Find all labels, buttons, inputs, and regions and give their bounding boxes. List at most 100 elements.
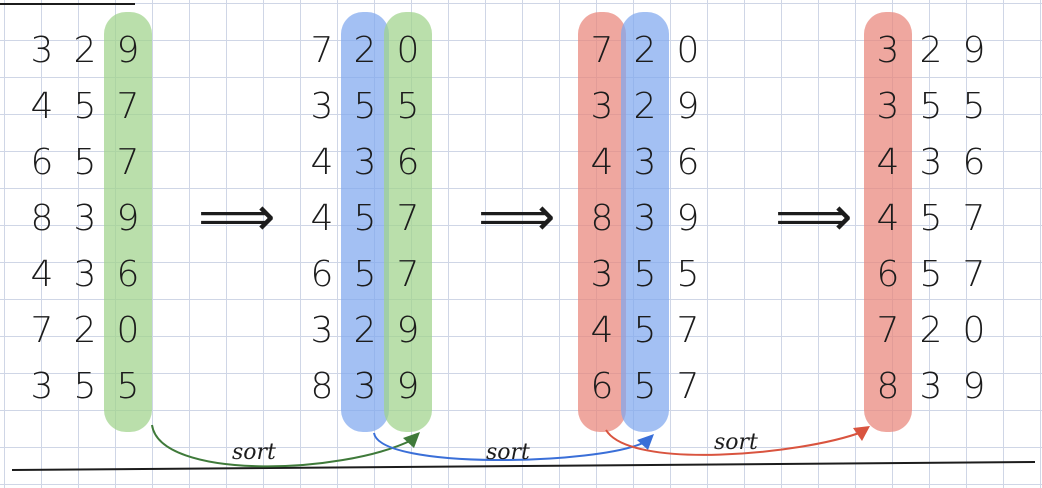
digit-cell: 7 bbox=[30, 310, 54, 351]
highlight-blue bbox=[341, 12, 389, 432]
digit-cell: 2 bbox=[633, 86, 657, 127]
digit-cell: 0 bbox=[962, 310, 986, 351]
digit-cell: 0 bbox=[116, 310, 140, 351]
digit-cell: 7 bbox=[876, 310, 900, 351]
digit-cell: 3 bbox=[919, 366, 943, 407]
digit-cell: 3 bbox=[310, 310, 334, 351]
sort-label-1: sort bbox=[232, 440, 276, 465]
digit-cell: 5 bbox=[633, 254, 657, 295]
digit-cell: 9 bbox=[962, 30, 986, 71]
digit-cell: 6 bbox=[876, 254, 900, 295]
digit-cell: 3 bbox=[30, 30, 54, 71]
digit-cell: 2 bbox=[73, 310, 97, 351]
digit-cell: 4 bbox=[30, 86, 54, 127]
digit-cell: 5 bbox=[396, 86, 420, 127]
digit-cell: 9 bbox=[962, 366, 986, 407]
digit-cell: 6 bbox=[310, 254, 334, 295]
digit-cell: 4 bbox=[876, 198, 900, 239]
highlight-blue bbox=[621, 12, 669, 432]
sort-label-3: sort bbox=[714, 430, 758, 455]
digit-cell: 3 bbox=[310, 86, 334, 127]
digit-cell: 7 bbox=[310, 30, 334, 71]
digit-cell: 7 bbox=[676, 366, 700, 407]
digit-cell: 3 bbox=[353, 366, 377, 407]
digit-cell: 7 bbox=[590, 30, 614, 71]
digit-cell: 0 bbox=[676, 30, 700, 71]
sort-arrow-red bbox=[605, 429, 863, 456]
digit-cell: 6 bbox=[676, 142, 700, 183]
digit-cell: 9 bbox=[396, 366, 420, 407]
digit-cell: 0 bbox=[396, 30, 420, 71]
highlight-red bbox=[864, 12, 912, 432]
digit-cell: 3 bbox=[919, 142, 943, 183]
digit-cell: 3 bbox=[876, 30, 900, 71]
digit-cell: 7 bbox=[396, 254, 420, 295]
digit-cell: 5 bbox=[353, 254, 377, 295]
digit-cell: 5 bbox=[73, 366, 97, 407]
digit-cell: 7 bbox=[962, 198, 986, 239]
digit-cell: 5 bbox=[676, 254, 700, 295]
digit-cell: 3 bbox=[73, 254, 97, 295]
digit-cell: 8 bbox=[876, 366, 900, 407]
digit-cell: 3 bbox=[633, 198, 657, 239]
digit-cell: 4 bbox=[310, 198, 334, 239]
digit-cell: 3 bbox=[876, 86, 900, 127]
digit-cell: 5 bbox=[962, 86, 986, 127]
transition-arrow-3: ⟹ bbox=[775, 185, 853, 248]
digit-cell: 9 bbox=[396, 310, 420, 351]
transition-arrow-1: ⟹ bbox=[198, 185, 276, 248]
digit-cell: 2 bbox=[73, 30, 97, 71]
digit-cell: 2 bbox=[633, 30, 657, 71]
digit-cell: 2 bbox=[919, 30, 943, 71]
sort-arrow-blue bbox=[373, 432, 646, 461]
digit-cell: 3 bbox=[590, 86, 614, 127]
digit-cell: 6 bbox=[396, 142, 420, 183]
digit-cell: 2 bbox=[353, 310, 377, 351]
digit-cell: 5 bbox=[919, 254, 943, 295]
digit-cell: 4 bbox=[590, 142, 614, 183]
digit-cell: 8 bbox=[30, 198, 54, 239]
digit-cell: 2 bbox=[353, 30, 377, 71]
digit-cell: 7 bbox=[116, 86, 140, 127]
digit-cell: 5 bbox=[73, 86, 97, 127]
sort-arrow-blue-head bbox=[637, 434, 654, 450]
digit-cell: 4 bbox=[590, 310, 614, 351]
digit-cell: 3 bbox=[73, 198, 97, 239]
digit-cell: 9 bbox=[676, 86, 700, 127]
digit-cell: 4 bbox=[310, 142, 334, 183]
digit-cell: 5 bbox=[919, 198, 943, 239]
sort-arrow-green-head bbox=[403, 432, 420, 448]
digit-cell: 7 bbox=[396, 198, 420, 239]
transition-arrow-2: ⟹ bbox=[478, 185, 556, 248]
digit-cell: 4 bbox=[30, 254, 54, 295]
sort-arrow-green bbox=[151, 424, 413, 468]
digit-cell: 9 bbox=[116, 198, 140, 239]
digit-cell: 7 bbox=[676, 310, 700, 351]
digit-cell: 9 bbox=[676, 198, 700, 239]
highlight-green bbox=[104, 12, 152, 432]
sort-arrow-red-head bbox=[853, 426, 870, 441]
digit-cell: 5 bbox=[116, 366, 140, 407]
digit-cell: 5 bbox=[353, 198, 377, 239]
highlight-green bbox=[384, 12, 432, 432]
digit-cell: 4 bbox=[876, 142, 900, 183]
digit-cell: 3 bbox=[633, 142, 657, 183]
digit-cell: 7 bbox=[116, 142, 140, 183]
digit-cell: 7 bbox=[962, 254, 986, 295]
digit-cell: 8 bbox=[310, 366, 334, 407]
digit-cell: 6 bbox=[962, 142, 986, 183]
digit-cell: 5 bbox=[353, 86, 377, 127]
digit-cell: 5 bbox=[633, 310, 657, 351]
highlight-red bbox=[578, 12, 626, 432]
digit-cell: 5 bbox=[73, 142, 97, 183]
digit-cell: 5 bbox=[633, 366, 657, 407]
digit-cell: 6 bbox=[30, 142, 54, 183]
digit-cell: 2 bbox=[919, 310, 943, 351]
digit-cell: 8 bbox=[590, 198, 614, 239]
digit-cell: 9 bbox=[116, 30, 140, 71]
bottom-stroke bbox=[11, 461, 1036, 471]
digit-cell: 5 bbox=[919, 86, 943, 127]
digit-cell: 3 bbox=[30, 366, 54, 407]
